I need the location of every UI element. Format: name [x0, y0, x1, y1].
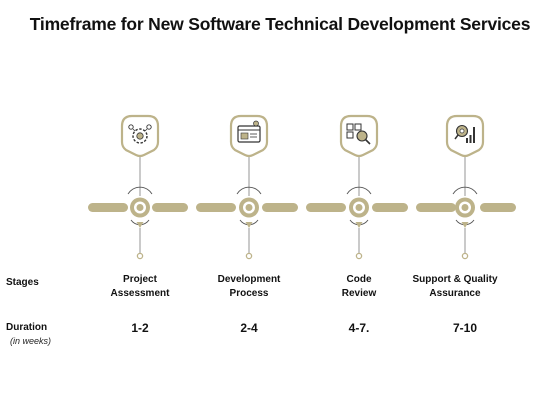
stage-label-line: Assurance: [429, 288, 481, 299]
stage-node-2: [229, 114, 269, 260]
stage-label-4: Support & Quality Assurance: [400, 273, 510, 301]
stage-label-line: Code: [346, 274, 372, 285]
stage-label-3: Code Review: [304, 273, 414, 301]
stage-label-line: Project: [123, 274, 157, 285]
duration-row-label: Duration: [6, 322, 48, 333]
qr-code-magnifier-icon: [346, 123, 371, 145]
duration-value-1: 1-2: [131, 321, 149, 335]
stage-node-4: [445, 114, 485, 260]
timeline-segment: [306, 203, 346, 212]
stage-label-line: Review: [341, 288, 377, 299]
browser-window-icon: [237, 120, 261, 143]
timeline-segment: [480, 203, 516, 212]
gear-settings-icon: [128, 124, 152, 144]
timeline-segment: [372, 203, 408, 212]
stage-node-1: [120, 114, 160, 260]
stage-label-line: Development: [217, 274, 281, 285]
stage-label-line: Assessment: [110, 288, 170, 299]
stage-label-1: Project Assessment: [85, 273, 195, 301]
marker-shield: [229, 114, 269, 158]
timeline-segment: [152, 203, 188, 212]
duration-unit-label: (in weeks): [10, 336, 52, 346]
duration-value-3: 4-7.: [348, 321, 370, 335]
timeline-segment: [262, 203, 298, 212]
stages-row-label: Stages: [6, 277, 39, 288]
stage-label-2: Development Process: [194, 273, 304, 301]
stage-label-line: Support & Quality: [412, 274, 498, 285]
stage-label-line: Process: [229, 288, 269, 299]
page-title: Timeframe for New Software Technical Dev…: [29, 14, 531, 34]
timeline-segment: [416, 203, 456, 212]
quality-search-icon: [454, 124, 475, 143]
timeline-segment: [196, 203, 236, 212]
duration-value-4: 7-10: [452, 321, 478, 335]
timeline-segment: [88, 203, 128, 212]
stage-node-3: [339, 114, 379, 260]
duration-value-2: 2-4: [240, 321, 258, 335]
timeline-bar: [88, 203, 516, 212]
